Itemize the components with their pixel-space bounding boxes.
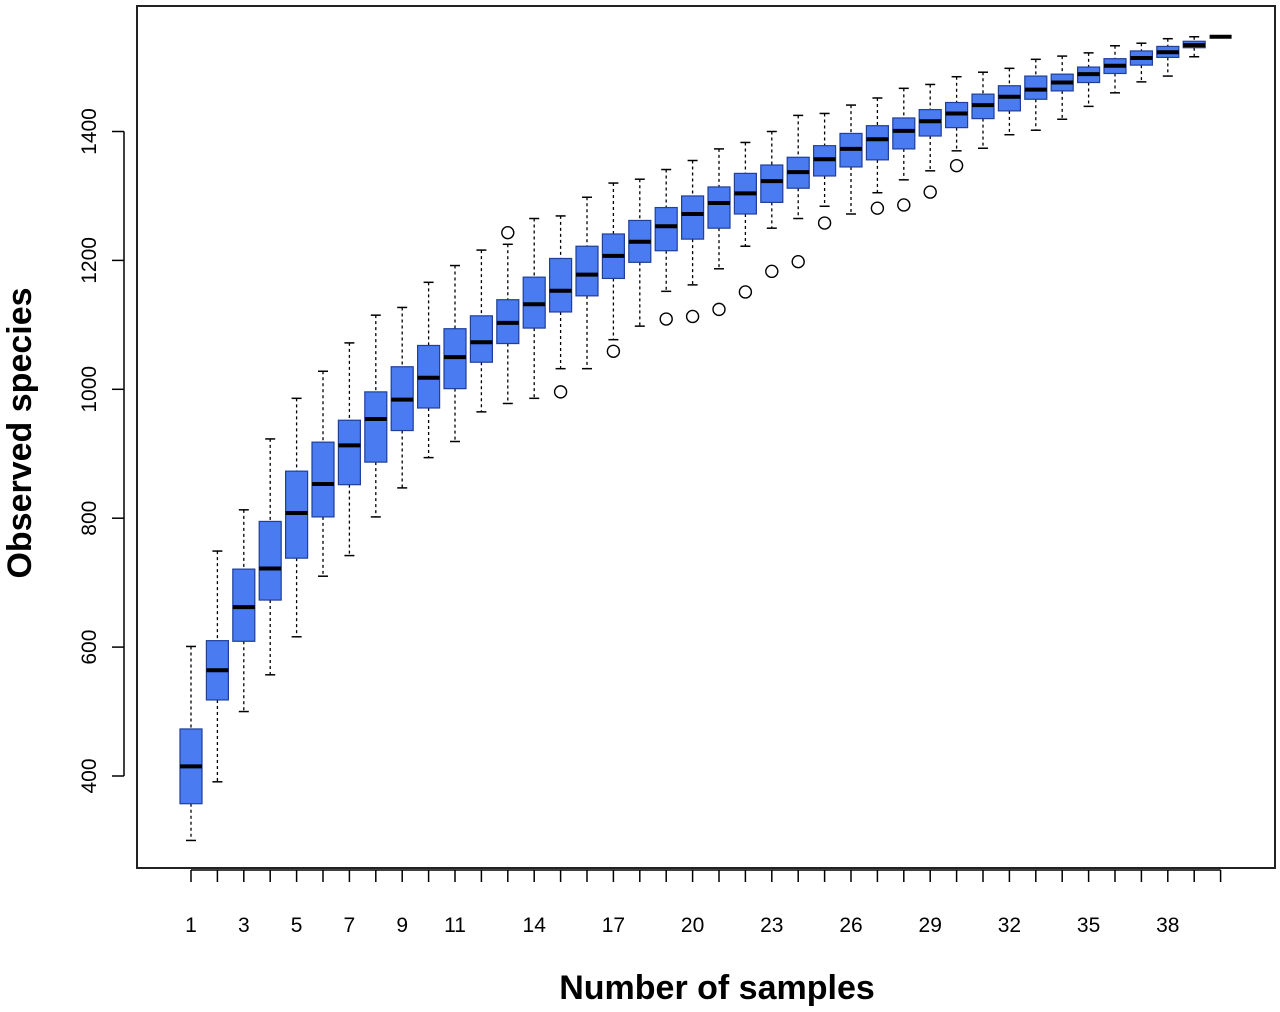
- y-tick-label: 800: [78, 501, 101, 536]
- x-tick-label: 3: [238, 914, 250, 937]
- iqr-box: [680, 195, 705, 240]
- outlier-point: [765, 264, 779, 279]
- box-group: [944, 75, 969, 173]
- outlier-point: [949, 158, 964, 173]
- box-group: [1103, 45, 1127, 94]
- box-group: [865, 97, 890, 215]
- y-axis-title: Observed species: [1, 287, 39, 578]
- x-tick-label: 20: [681, 914, 704, 937]
- iqr-box: [258, 520, 282, 601]
- box-group: [733, 141, 758, 299]
- box-group: [443, 264, 467, 443]
- box-group: [1129, 42, 1154, 83]
- box-group: [628, 178, 652, 327]
- iqr-box: [337, 419, 361, 486]
- outlier-point: [870, 201, 885, 215]
- box-group: [1076, 52, 1101, 108]
- x-tick-label: 38: [1156, 914, 1179, 937]
- outlier-point: [501, 225, 515, 240]
- box-group: [786, 114, 810, 269]
- iqr-box: [548, 257, 573, 313]
- box-group: [285, 397, 309, 638]
- outlier-point: [791, 254, 805, 269]
- box-group: [971, 71, 995, 150]
- iqr-box: [469, 315, 493, 363]
- outlier-point: [685, 309, 700, 324]
- box-group: [522, 217, 546, 400]
- outlier-point: [659, 312, 673, 326]
- box-group: [601, 182, 626, 358]
- y-tick-label: 1400: [78, 108, 101, 155]
- y-tick-label: 400: [78, 758, 101, 793]
- axes: 1 3 5 7 9 11 14 17 20 23 26 29 32 35 38400600800100012…: [78, 108, 1222, 937]
- outlier-point: [553, 385, 568, 399]
- x-tick-label: 32: [998, 914, 1021, 937]
- x-tick-label: 29: [919, 914, 942, 937]
- outlier-point: [897, 198, 911, 212]
- x-tick-label: 17: [602, 914, 625, 937]
- box-group: [417, 281, 441, 459]
- iqr-box: [865, 125, 890, 161]
- x-tick-label: 9: [396, 914, 408, 937]
- outlier-point: [817, 216, 832, 230]
- x-tick-label: 1: [185, 914, 197, 937]
- box-group: [1156, 37, 1180, 77]
- box-group: [205, 550, 229, 783]
- box-group: [680, 159, 705, 324]
- y-tick-label: 1200: [78, 237, 101, 284]
- box-group: [812, 112, 837, 230]
- box-group: [469, 249, 493, 413]
- box-group: [258, 438, 282, 676]
- iqr-box: [575, 245, 599, 297]
- box-group: [1024, 58, 1048, 131]
- x-tick-label: 7: [344, 914, 356, 937]
- box-group: [390, 306, 414, 489]
- box-group: [1050, 55, 1074, 121]
- x-tick-label: 23: [760, 914, 783, 937]
- box-group: [839, 104, 863, 215]
- iqr-box: [892, 117, 916, 150]
- box-group: [1182, 36, 1206, 58]
- outlier-point: [606, 344, 621, 358]
- iqr-box: [654, 206, 678, 252]
- box-group: [707, 148, 731, 317]
- data-marks: [179, 34, 1232, 842]
- outlier-point: [738, 285, 753, 299]
- iqr-box: [707, 186, 731, 229]
- box-group: [496, 225, 520, 405]
- box-group: [997, 67, 1022, 136]
- box-group: [892, 87, 916, 212]
- box-group: [760, 130, 784, 279]
- box-group: [337, 342, 361, 557]
- plot-frame: [136, 5, 1276, 869]
- box-group: [918, 83, 942, 199]
- box-group: [654, 168, 678, 326]
- box-group: [311, 370, 335, 577]
- x-axis-title: Number of samples: [559, 969, 875, 1007]
- box-group: [575, 196, 599, 370]
- x-tick-label: 26: [839, 914, 862, 937]
- y-tick-label: 1000: [78, 366, 101, 413]
- outlier-point: [712, 302, 726, 317]
- box-group: [179, 645, 203, 842]
- iqr-box: [311, 441, 335, 518]
- outlier-point: [923, 185, 937, 199]
- box-group: [364, 314, 388, 518]
- x-tick-label: 35: [1077, 914, 1100, 937]
- box-group: [548, 215, 573, 399]
- iqr-box: [760, 164, 784, 203]
- x-tick-label: 5: [291, 914, 303, 937]
- box-group: [232, 509, 256, 713]
- y-tick-label: 600: [78, 630, 101, 665]
- x-tick-label: 11: [444, 914, 466, 937]
- iqr-box: [364, 391, 388, 463]
- x-tick-label: 14: [523, 914, 547, 937]
